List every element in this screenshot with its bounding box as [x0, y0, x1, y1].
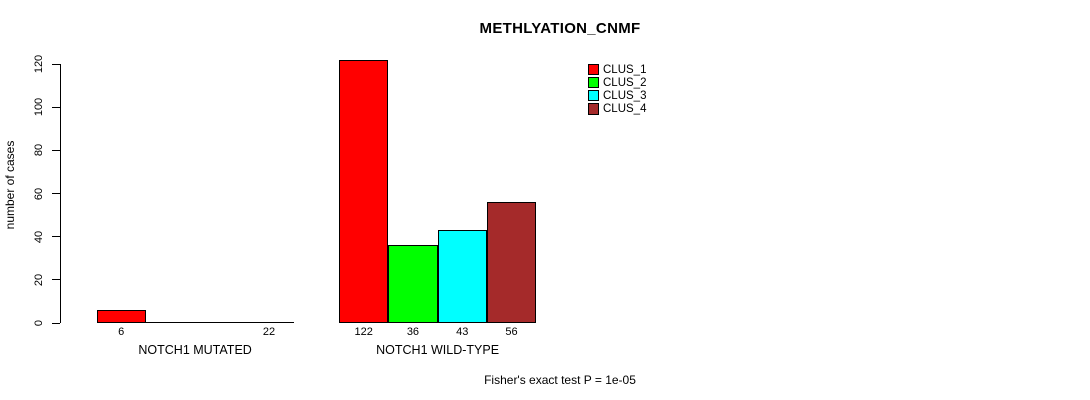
bar-value-label: 22: [262, 326, 276, 338]
x-axis-group-label: NOTCH1 WILD-TYPE: [376, 343, 500, 357]
bar-value-label: 43: [456, 326, 469, 338]
y-axis-line: [60, 64, 61, 323]
y-axis-tick: [52, 149, 60, 151]
legend-swatch: [587, 89, 599, 102]
y-axis-tick: [52, 279, 60, 281]
legend-item-label: CLUS_3: [603, 89, 647, 102]
bar-CLUS_1-0: [96, 310, 146, 323]
legend-item: CLUS_4: [587, 102, 647, 115]
bar-CLUS_2-1: [388, 245, 438, 323]
bar-value-label: 36: [406, 326, 420, 338]
bar-CLUS_4-1: [486, 202, 537, 323]
bar-CLUS_3-1: [437, 230, 487, 323]
legend-swatch: [587, 103, 599, 115]
bar-CLUS_1-1: [339, 59, 389, 323]
legend-item: CLUS_1: [587, 63, 647, 76]
bar-value-label: 56: [505, 326, 518, 338]
y-axis-tick: [52, 106, 60, 108]
legend-swatch: [587, 76, 599, 89]
y-axis-tick: [52, 193, 60, 194]
legend-item: CLUS_2: [587, 76, 647, 89]
x-axis-group-label: NOTCH1 MUTATED: [138, 343, 252, 357]
bar-CLUS_3-0-zero: [195, 322, 245, 323]
bar-CLUS_2-0-zero: [145, 322, 196, 323]
chart-title: METHLYATION_CNMF: [479, 20, 641, 37]
y-axis-tick: [52, 322, 60, 324]
bar-CLUS_4-0-zero: [244, 322, 294, 323]
legend-item-label: CLUS_4: [603, 102, 647, 115]
annotation-fisher-test: Fisher's exact test P = 1e-05: [484, 373, 636, 387]
y-axis-tick: [52, 236, 60, 238]
legend-swatch: [587, 63, 599, 76]
bar-value-label: 6: [118, 326, 125, 338]
y-axis-tick: [52, 63, 60, 65]
legend-item: CLUS_3: [587, 89, 647, 102]
legend-item-label: CLUS_1: [603, 63, 647, 76]
bar-value-label: 122: [354, 326, 373, 338]
legend-item-label: CLUS_2: [603, 76, 647, 89]
